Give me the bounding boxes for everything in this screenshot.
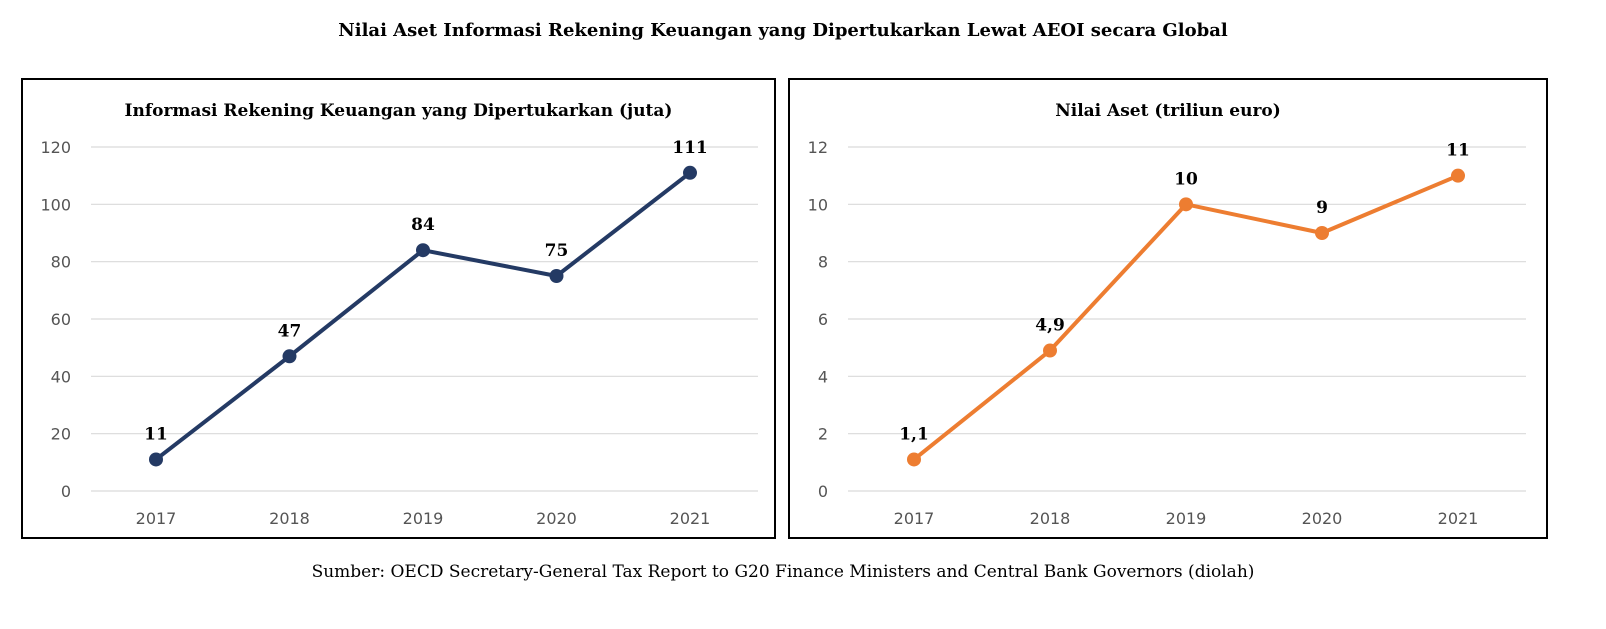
x-tick-label: 2018 [1030,509,1071,528]
x-tick-label: 2021 [670,509,711,528]
x-tick-label: 2021 [1438,509,1479,528]
x-tick-label: 2019 [403,509,444,528]
right-chart-panel: Nilai Aset (triliun euro) 0 2 4 6 8 10 12 2017 20… [788,78,1548,539]
data-label: 111 [672,138,708,158]
y-tick-label: 120 [40,138,71,157]
data-label: 84 [411,215,435,235]
data-point [282,349,297,364]
y-tick-label: 6 [818,310,828,329]
y-tick-label: 12 [808,138,828,157]
data-point [1451,168,1465,183]
y-tick-label: 0 [61,482,71,501]
source-note: Sumber: OECD Secretary-General Tax Repor… [311,562,1255,582]
data-label: 9 [1316,198,1328,218]
x-tick-label: 2017 [894,509,935,528]
data-label: 1,1 [899,424,929,444]
data-label: 11 [144,424,168,444]
data-point [1315,226,1329,240]
y-tick-label: 4 [818,367,828,386]
chart-title: Nilai Aset (triliun euro) [1055,101,1281,121]
y-tick-label: 8 [818,253,828,272]
data-label: 11 [1446,141,1470,161]
chart-title: Informasi Rekening Keuangan yang Dipertu… [125,101,673,121]
y-tick-label: 60 [51,310,71,329]
data-label: 75 [545,241,569,261]
left-chart-panel: Informasi Rekening Keuangan yang Dipertu… [21,78,776,539]
data-point [149,452,163,467]
x-tick-label: 2020 [536,509,577,528]
y-tick-label: 10 [808,195,828,214]
x-tick-label: 2018 [269,509,310,528]
y-tick-label: 80 [51,253,71,272]
main-title: Nilai Aset Informasi Rekening Keuangan y… [338,20,1228,41]
data-point [1043,343,1057,358]
data-point [1179,197,1193,212]
series-line [912,173,1460,462]
data-point [907,452,921,467]
data-label: 4,9 [1035,316,1065,336]
y-tick-label: 40 [51,367,71,386]
y-tick-label: 20 [51,425,71,444]
y-tick-label: 0 [818,482,828,501]
data-label: 10 [1174,169,1198,189]
y-tick-label: 100 [40,195,71,214]
data-point [416,243,430,258]
data-point [683,165,697,180]
x-tick-label: 2019 [1166,509,1207,528]
x-tick-label: 2020 [1302,509,1343,528]
data-point [549,269,564,283]
accounts-chart: Informasi Rekening Keuangan yang Dipertu… [40,101,758,528]
data-label: 47 [278,321,302,341]
asset-value-chart: Nilai Aset (triliun euro) 0 2 4 6 8 10 12 2017 20… [808,101,1526,528]
x-tick-label: 2017 [136,509,177,528]
y-tick-label: 2 [818,425,828,444]
